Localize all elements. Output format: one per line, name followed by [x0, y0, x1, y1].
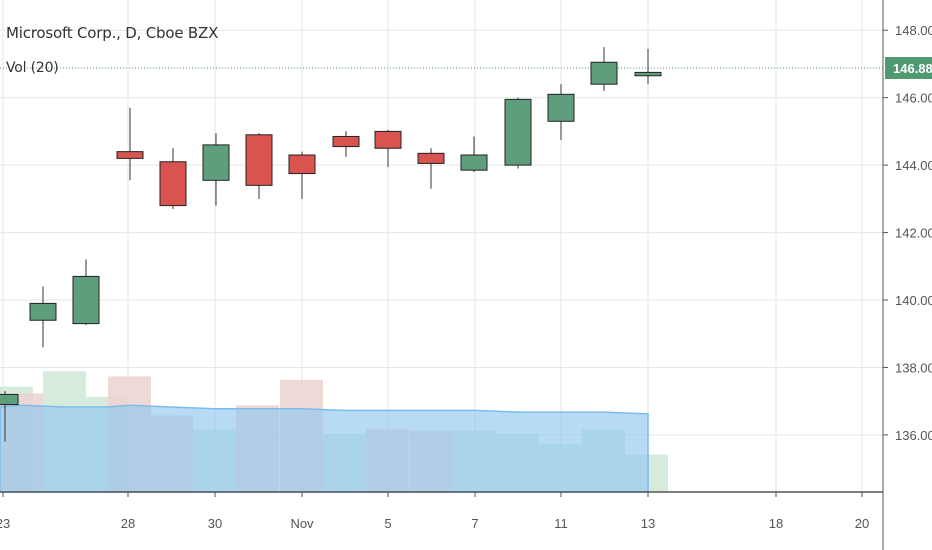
time-axis-tick-label: 28 — [121, 516, 135, 531]
volume-moving-average — [0, 404, 649, 493]
time-axis-tick-label: 23 — [0, 516, 10, 531]
time-axis-tick-label: 11 — [554, 516, 568, 531]
candle-body — [460, 154, 488, 171]
price-axis-tick-label: 144.00 — [895, 158, 932, 173]
candle-body — [29, 302, 57, 321]
chart-legend-title[interactable]: Microsoft Corp., D, Cboe BZX — [6, 24, 219, 42]
candle-body — [288, 154, 316, 175]
time-axis-tick-label: 7 — [471, 516, 478, 531]
time-axis-tick-label: 30 — [208, 516, 222, 531]
candle-body — [634, 71, 662, 77]
candle-body — [116, 151, 144, 159]
price-axis-tick-label: 140.00 — [895, 293, 932, 308]
time-axis-tick-label: Nov — [290, 516, 314, 531]
volume-indicator-label[interactable]: Vol (20) — [6, 60, 59, 76]
time-axis-tick-label: 5 — [384, 516, 391, 531]
candle-body — [202, 144, 230, 181]
candle-body — [332, 135, 360, 148]
candle-body — [417, 152, 445, 164]
candle-body — [547, 93, 575, 122]
candle-body — [0, 393, 19, 406]
candle-body — [374, 130, 402, 149]
candle-body — [590, 61, 618, 85]
last-price-label: 146.88 — [893, 61, 932, 76]
price-axis-tick-label: 138.00 — [895, 360, 932, 375]
time-axis-tick-label: 18 — [769, 516, 783, 531]
time-axis-tick-label: 13 — [641, 516, 655, 531]
last-price-badge — [885, 57, 932, 80]
price-axis-tick-label: 136.00 — [895, 428, 932, 443]
candle-body — [504, 98, 532, 166]
price-axis-tick-label: 148.00 — [895, 23, 932, 38]
price-axis-background — [883, 0, 932, 550]
candle-body — [159, 161, 187, 207]
candle-body — [245, 134, 273, 186]
price-axis-tick-label: 146.00 — [895, 91, 932, 106]
time-axis-tick-label: 20 — [855, 516, 869, 531]
price-axis-tick-label: 142.00 — [895, 226, 932, 241]
candle-body — [72, 275, 100, 325]
